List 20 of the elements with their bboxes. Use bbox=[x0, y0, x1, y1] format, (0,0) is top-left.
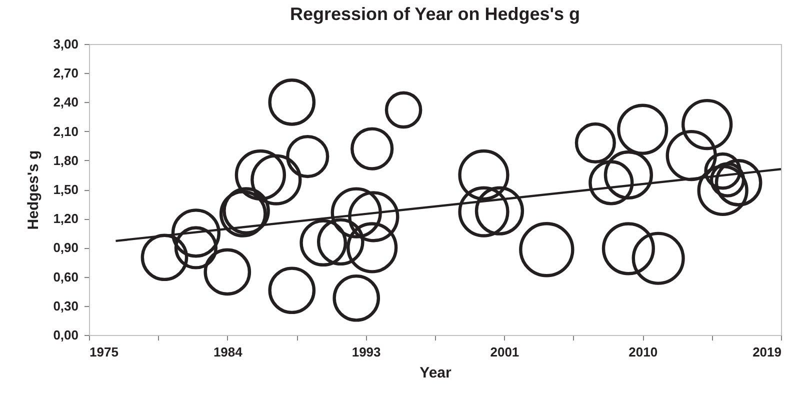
y-tick-label: 1,50 bbox=[53, 182, 78, 197]
x-tick-label: 1975 bbox=[90, 344, 118, 360]
y-tick-label: 0,90 bbox=[53, 240, 78, 256]
y-tick-label: 3,00 bbox=[53, 36, 78, 52]
y-tick-label: 0,00 bbox=[53, 328, 78, 342]
y-tick-label: 2,40 bbox=[53, 94, 78, 110]
y-tick-label: 2,10 bbox=[53, 124, 78, 139]
y-tick-label: 1,80 bbox=[53, 152, 78, 168]
y-tick-label: 0,30 bbox=[53, 298, 78, 314]
x-tick-label: 1984 bbox=[213, 344, 244, 360]
x-tick-label: 2019 bbox=[752, 344, 782, 360]
y-tick-label: 1,20 bbox=[53, 211, 78, 226]
y-tick-label: 0,60 bbox=[53, 269, 78, 284]
y-axis-title: Hedges's g bbox=[25, 150, 42, 230]
x-axis-title: Year bbox=[420, 364, 452, 382]
x-tick-label: 2010 bbox=[628, 344, 658, 360]
chart-title: Regression of Year on Hedges's g bbox=[290, 4, 580, 24]
y-tick-label: 2,70 bbox=[53, 66, 78, 81]
x-tick-label: 2001 bbox=[490, 344, 520, 360]
x-tick-label: 1993 bbox=[352, 344, 381, 360]
